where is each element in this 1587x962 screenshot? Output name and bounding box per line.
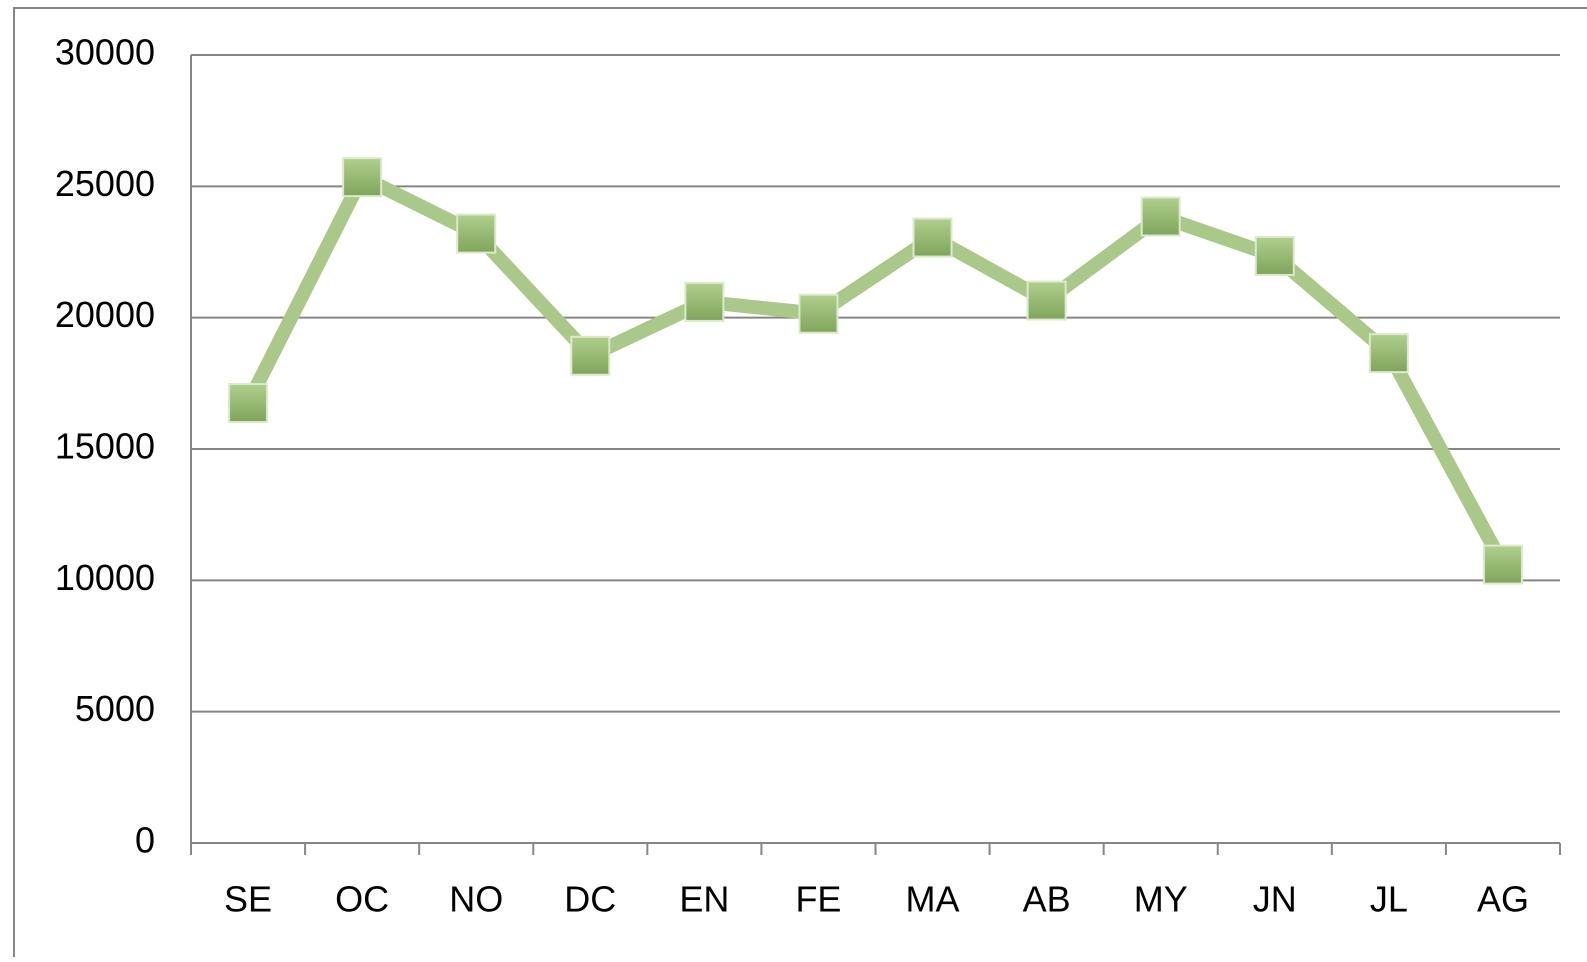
y-tick-label: 30000 [55,32,155,73]
marker [456,213,497,254]
x-tick-label: JL [1370,879,1408,920]
x-tick-label: FE [795,879,841,920]
chart-border [13,7,1587,962]
marker [1140,196,1181,237]
marker [1254,235,1295,276]
x-tick-label: DC [564,879,616,920]
x-tick-label: EN [679,879,729,920]
marker [912,217,953,258]
x-tick-label: SE [224,879,272,920]
y-tick-label: 10000 [55,557,155,598]
marker [342,157,383,198]
x-tick-label: MA [906,879,960,920]
marker [1026,280,1067,321]
x-tick-label: JN [1253,879,1297,920]
marker [684,281,725,322]
line [241,170,1510,568]
x-tick-label: OC [335,879,389,920]
x-tick-label: AB [1023,879,1071,920]
marker [798,293,839,334]
y-tick-label: 20000 [55,294,155,335]
y-tick-label: 0 [135,820,155,861]
y-tick-label: 25000 [55,163,155,204]
y-tick-label: 15000 [55,426,155,467]
marker [1368,333,1409,374]
marker [228,383,269,424]
x-tick-label: MY [1134,879,1188,920]
x-tick-label: AG [1477,879,1529,920]
marker [1482,544,1523,585]
y-tick-label: 5000 [75,688,155,729]
x-tick-label: NO [449,879,503,920]
marker [570,335,611,376]
